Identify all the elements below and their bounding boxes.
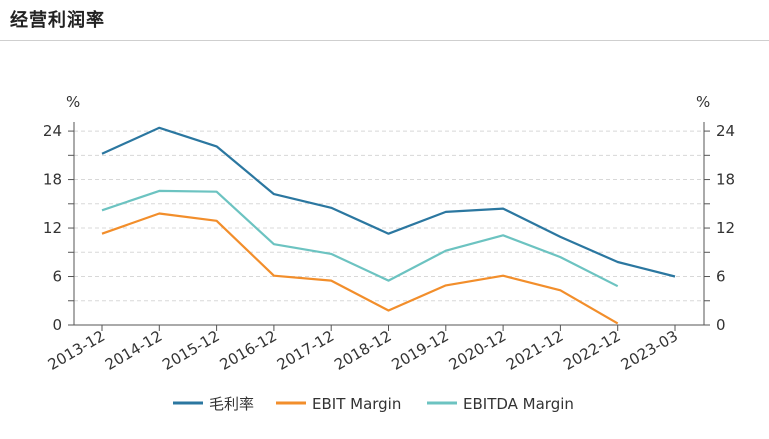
series-line-ebitda-margin bbox=[101, 189, 619, 288]
y-unit-left: % bbox=[66, 93, 80, 111]
x-tick-label: 2021-12 bbox=[503, 327, 566, 374]
y-tick-label-left: 24 bbox=[43, 122, 62, 140]
y-tick-label-right: 18 bbox=[716, 171, 735, 189]
x-tick-label: 2022-12 bbox=[560, 327, 623, 374]
x-tick-label: 2018-12 bbox=[331, 327, 394, 374]
x-tick-label: 2020-12 bbox=[446, 327, 509, 374]
page-title: 经营利润率 bbox=[10, 10, 105, 31]
x-tick-label: 2016-12 bbox=[217, 327, 280, 374]
x-tick-label: 2023-03 bbox=[618, 327, 681, 374]
y-unit-right: % bbox=[696, 93, 710, 111]
y-tick-label-right: 24 bbox=[716, 122, 735, 140]
legend-label: EBIT Margin bbox=[312, 395, 401, 413]
x-tick-label: 2017-12 bbox=[274, 327, 337, 374]
y-tick-label-right: 12 bbox=[716, 219, 735, 237]
y-tick-label-left: 0 bbox=[52, 316, 62, 334]
y-tick-label-left: 6 bbox=[52, 268, 62, 286]
x-tick-label: 2015-12 bbox=[159, 327, 222, 374]
y-tick-label-right: 6 bbox=[716, 268, 726, 286]
x-tick-label: 2014-12 bbox=[102, 327, 165, 374]
x-tick-label: 2019-12 bbox=[389, 327, 452, 374]
series-line-毛利率 bbox=[101, 126, 676, 278]
y-tick-label-left: 12 bbox=[43, 219, 62, 237]
y-tick-label-left: 18 bbox=[43, 171, 62, 189]
title-divider bbox=[0, 40, 769, 41]
legend-label: 毛利率 bbox=[209, 395, 254, 413]
y-tick-label-right: 0 bbox=[716, 316, 726, 334]
legend-label: EBITDA Margin bbox=[463, 395, 574, 413]
series-line-ebit-margin bbox=[101, 212, 619, 325]
